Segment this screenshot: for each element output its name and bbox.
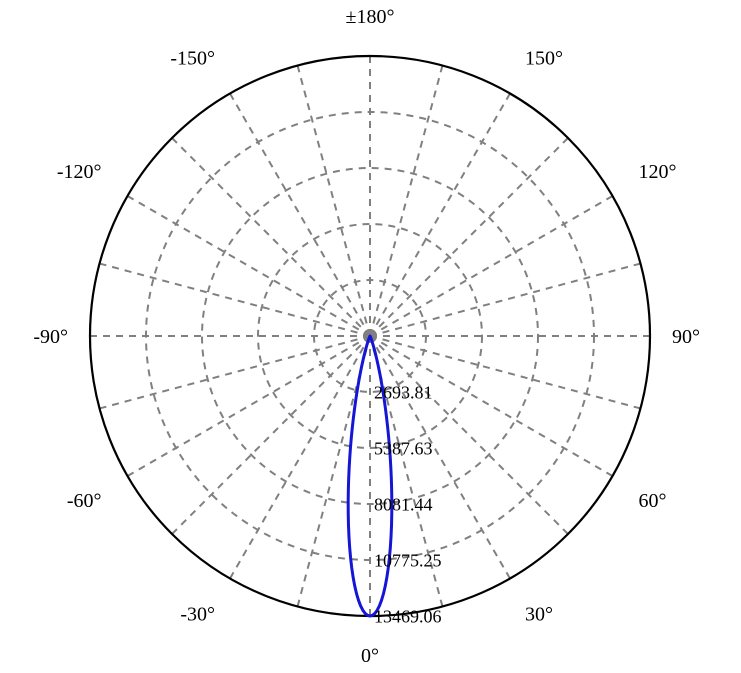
angle-label: 120° bbox=[638, 161, 676, 183]
angle-label: 0° bbox=[361, 645, 379, 667]
angle-label: 30° bbox=[525, 603, 553, 625]
grid-spoke bbox=[172, 336, 370, 534]
radial-label: 5387.63 bbox=[374, 438, 433, 458]
angle-label: -90° bbox=[33, 326, 68, 348]
grid-spoke bbox=[172, 138, 370, 336]
grid-spoke bbox=[128, 336, 370, 476]
radial-label: 8081.44 bbox=[374, 494, 433, 514]
angle-label: 150° bbox=[525, 48, 563, 70]
grid-spoke bbox=[370, 196, 612, 336]
radial-label: 10775.25 bbox=[374, 550, 442, 570]
grid-spoke bbox=[230, 94, 370, 336]
grid-spoke bbox=[370, 94, 510, 336]
angle-label: 60° bbox=[638, 490, 666, 512]
angle-label: -30° bbox=[180, 603, 215, 625]
grid-spoke bbox=[370, 66, 442, 336]
grid-spoke bbox=[298, 66, 370, 336]
angle-label: -60° bbox=[67, 490, 102, 512]
angle-label: -150° bbox=[170, 48, 215, 70]
angle-label: 90° bbox=[672, 326, 700, 348]
radial-label: 13469.06 bbox=[374, 606, 442, 626]
grid-spoke bbox=[100, 336, 370, 408]
grid-spoke bbox=[370, 138, 568, 336]
angle-label: -120° bbox=[57, 161, 102, 183]
grid-spoke bbox=[128, 196, 370, 336]
grid-spoke bbox=[370, 264, 640, 336]
polar-chart: 2693.81 5387.63 8081.44 10775.25 13469.06 -15… bbox=[0, 0, 741, 673]
angle-label: ±180° bbox=[346, 6, 395, 28]
grid-spoke bbox=[100, 264, 370, 336]
radial-label: 2693.81 bbox=[374, 382, 433, 402]
